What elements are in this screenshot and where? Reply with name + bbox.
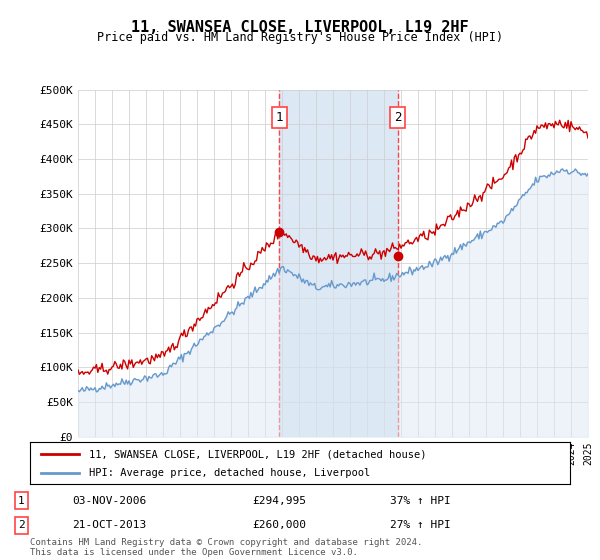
Text: £294,995: £294,995	[252, 496, 306, 506]
Text: 37% ↑ HPI: 37% ↑ HPI	[390, 496, 451, 506]
Text: Contains HM Land Registry data © Crown copyright and database right 2024.
This d: Contains HM Land Registry data © Crown c…	[30, 538, 422, 557]
Text: 03-NOV-2006: 03-NOV-2006	[72, 496, 146, 506]
Text: £260,000: £260,000	[252, 520, 306, 530]
Bar	[279, 90, 398, 437]
Text: 21-OCT-2013: 21-OCT-2013	[72, 520, 146, 530]
Text: 2: 2	[394, 111, 401, 124]
Text: 2: 2	[18, 520, 25, 530]
Text: 1: 1	[18, 496, 25, 506]
Text: 27% ↑ HPI: 27% ↑ HPI	[390, 520, 451, 530]
Text: 11, SWANSEA CLOSE, LIVERPOOL, L19 2HF: 11, SWANSEA CLOSE, LIVERPOOL, L19 2HF	[131, 20, 469, 35]
Text: 11, SWANSEA CLOSE, LIVERPOOL, L19 2HF (detached house): 11, SWANSEA CLOSE, LIVERPOOL, L19 2HF (d…	[89, 449, 427, 459]
Text: Price paid vs. HM Land Registry's House Price Index (HPI): Price paid vs. HM Land Registry's House …	[97, 31, 503, 44]
Text: HPI: Average price, detached house, Liverpool: HPI: Average price, detached house, Live…	[89, 468, 371, 478]
Text: 1: 1	[275, 111, 283, 124]
